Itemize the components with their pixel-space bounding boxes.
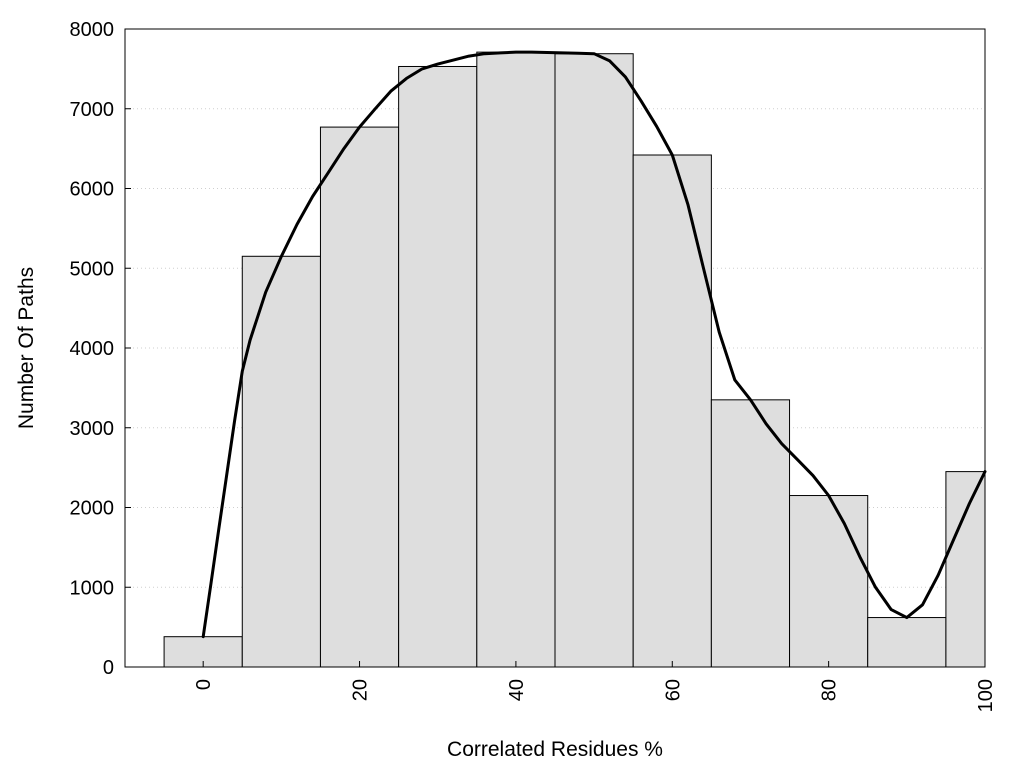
y-axis-title: Number Of Paths bbox=[15, 267, 38, 429]
x-tick-label-20: 20 bbox=[350, 679, 372, 701]
bar-60 bbox=[632, 154, 712, 668]
y-tick-label-5000: 5000 bbox=[70, 258, 115, 280]
y-tick-label-4000: 4000 bbox=[70, 338, 115, 360]
bar-10 bbox=[241, 255, 321, 668]
x-axis-title: Correlated Residues % bbox=[447, 738, 663, 761]
trend-line bbox=[201, 50, 987, 639]
x-tick-label-0: 0 bbox=[193, 679, 215, 690]
axis-ticks bbox=[125, 28, 986, 668]
x-tick-label-40: 40 bbox=[506, 679, 528, 701]
bar-40 bbox=[476, 51, 556, 668]
y-tick-label-8000: 8000 bbox=[70, 19, 115, 41]
y-tick-label-6000: 6000 bbox=[70, 179, 115, 201]
y-tick-label-7000: 7000 bbox=[70, 99, 115, 121]
bar-20 bbox=[319, 126, 400, 668]
bar-80 bbox=[789, 495, 869, 668]
bar-90 bbox=[867, 617, 947, 668]
bar-series bbox=[163, 51, 986, 668]
x-tick-label-100: 100 bbox=[975, 679, 997, 712]
y-tick-label-0: 0 bbox=[103, 657, 114, 679]
bar-30 bbox=[398, 65, 478, 668]
x-axis-tick-labels: 0 20 40 60 80 100 bbox=[193, 679, 997, 712]
y-tick-label-1000: 1000 bbox=[70, 577, 115, 599]
x-tick-label-60: 60 bbox=[662, 679, 684, 701]
x-tick-label-80: 80 bbox=[819, 679, 841, 701]
trend-curve bbox=[201, 50, 987, 639]
y-tick-label-2000: 2000 bbox=[70, 498, 115, 520]
bar-50 bbox=[554, 53, 634, 668]
bar-100 bbox=[945, 471, 986, 668]
y-tick-label-3000: 3000 bbox=[70, 418, 115, 440]
y-axis-tick-labels: 0 1000 2000 3000 4000 5000 6000 7000 8000 bbox=[70, 19, 115, 679]
